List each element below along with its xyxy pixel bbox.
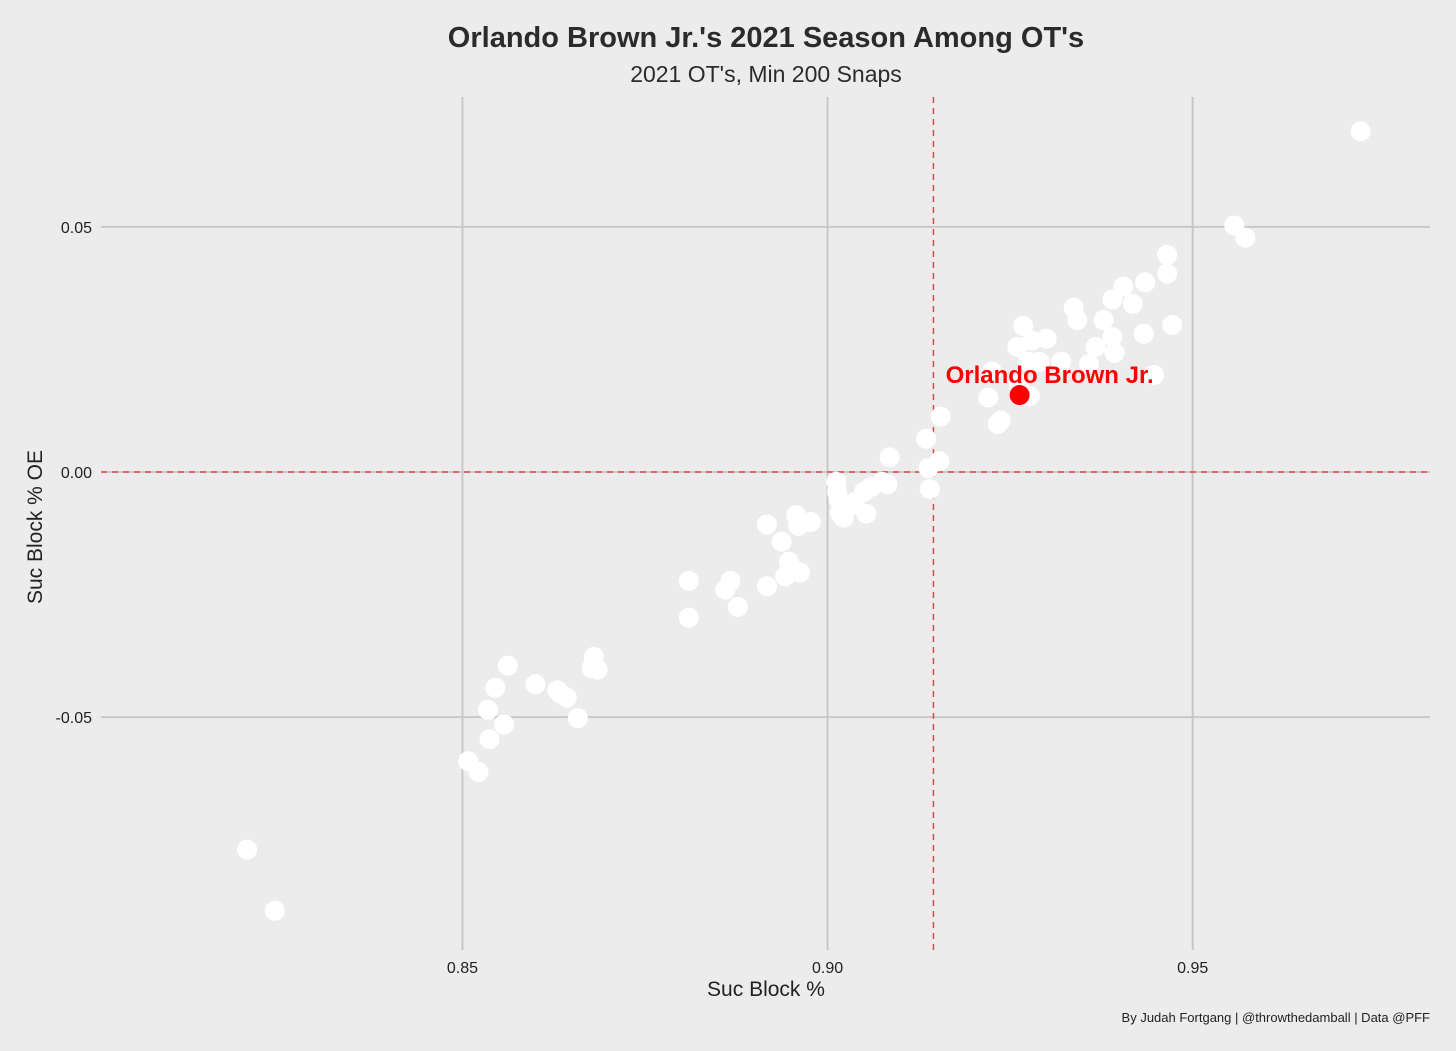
chart-caption: By Judah Fortgang | @throwthedamball | D…: [1122, 1010, 1431, 1025]
data-point: [1113, 276, 1134, 297]
data-point: [1104, 342, 1125, 363]
data-point: [756, 514, 777, 535]
data-point: [1135, 272, 1156, 293]
data-point: [929, 451, 950, 472]
highlight-group: Orlando Brown Jr.: [946, 362, 1154, 406]
data-point: [264, 900, 285, 921]
data-point: [468, 762, 489, 783]
chart-subtitle: 2021 OT's, Min 200 Snaps: [630, 61, 902, 87]
data-point: [1029, 351, 1050, 372]
data-point: [1350, 121, 1371, 142]
data-point: [556, 687, 577, 708]
data-point: [1157, 263, 1178, 284]
data-point: [1051, 351, 1072, 372]
data-point: [856, 503, 877, 524]
data-point: [930, 406, 951, 427]
data-point: [990, 410, 1011, 431]
data-point: [1078, 354, 1099, 375]
data-point: [877, 474, 898, 495]
data-point: [1122, 293, 1143, 314]
data-point: [1102, 327, 1123, 348]
data-point: [1133, 323, 1154, 344]
data-point: [1143, 364, 1164, 385]
highlight-point: [1009, 385, 1030, 406]
data-point: [879, 447, 900, 468]
data-point: [1157, 244, 1178, 265]
data-point: [1235, 227, 1256, 248]
data-point: [919, 479, 940, 500]
data-point: [1013, 315, 1034, 336]
y-axis-title: Suc Block % OE: [24, 450, 47, 604]
tick-labels: 0.85 0.90 0.95 -0.05 0.00 0.05: [56, 220, 1209, 977]
data-point: [720, 570, 741, 591]
data-point: [756, 576, 777, 597]
y-tick-label: -0.05: [56, 710, 93, 727]
data-point: [479, 729, 500, 750]
data-point: [771, 531, 792, 552]
x-tick-label: 0.85: [447, 960, 478, 977]
data-point: [981, 361, 1002, 382]
data-point: [1022, 330, 1043, 351]
data-point: [1085, 337, 1106, 358]
data-point: [525, 674, 546, 695]
data-point: [1036, 328, 1057, 349]
x-axis-title: Suc Block %: [707, 978, 825, 1001]
data-point: [497, 655, 518, 676]
data-point: [789, 562, 810, 583]
data-point: [800, 512, 821, 533]
reference-lines: [101, 97, 1430, 950]
x-tick-label: 0.90: [812, 960, 843, 977]
y-tick-label: 0.05: [61, 220, 92, 237]
data-point: [478, 699, 499, 720]
y-tick-label: 0.00: [61, 465, 92, 482]
highlight-label: Orlando Brown Jr.: [946, 362, 1154, 389]
data-point: [567, 708, 588, 729]
data-point: [1162, 314, 1183, 335]
data-point: [485, 677, 506, 698]
chart-title: Orlando Brown Jr.'s 2021 Season Among OT…: [448, 22, 1084, 54]
data-points: [237, 121, 1371, 921]
data-point: [678, 570, 699, 591]
data-point: [916, 428, 937, 449]
data-point: [1093, 310, 1114, 331]
data-point: [978, 387, 999, 408]
data-point: [1067, 310, 1088, 331]
data-point: [494, 714, 515, 735]
data-point: [727, 596, 748, 617]
data-point: [678, 607, 699, 628]
data-point: [237, 839, 258, 860]
x-tick-label: 0.95: [1177, 960, 1208, 977]
data-point: [587, 659, 608, 680]
